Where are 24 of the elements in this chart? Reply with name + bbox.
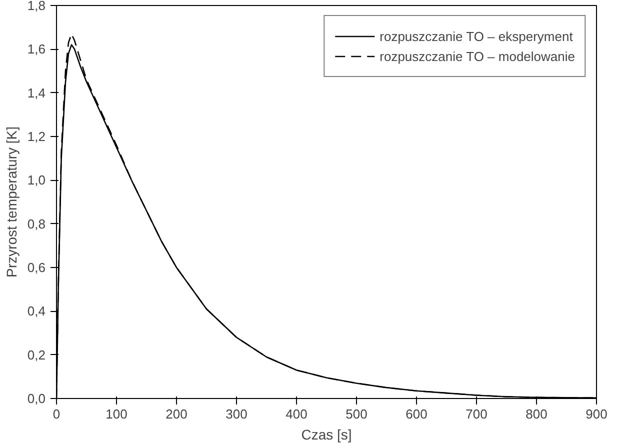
x-tick-label: 200 bbox=[166, 406, 188, 422]
y-axis-title: Przyrost temperatury [K] bbox=[3, 126, 20, 278]
y-tick-label: 1,6 bbox=[27, 42, 46, 57]
y-tick-label: 0,4 bbox=[27, 304, 46, 319]
legend-label: rozpuszczanie TO – modelowanie bbox=[380, 48, 575, 64]
x-tick-label: 500 bbox=[346, 406, 368, 422]
x-axis-title: Czas [s] bbox=[301, 426, 352, 442]
x-tick-label: 100 bbox=[106, 406, 128, 422]
y-tick-label: 0,0 bbox=[27, 391, 46, 406]
x-tick-label: 900 bbox=[586, 406, 608, 422]
x-tick-label: 400 bbox=[286, 406, 308, 422]
y-tick-label: 0,6 bbox=[27, 260, 46, 275]
x-tick-label: 300 bbox=[226, 406, 248, 422]
x-tick-label: 800 bbox=[526, 406, 548, 422]
x-tick-label: 0 bbox=[52, 406, 60, 422]
y-tick-label: 1,4 bbox=[27, 85, 46, 100]
x-tick-label: 600 bbox=[406, 406, 428, 422]
y-tick-label: 1,0 bbox=[27, 172, 46, 188]
y-tick-label: 1,2 bbox=[27, 129, 46, 144]
y-tick-label: 0,8 bbox=[27, 216, 46, 232]
x-tick-label: 700 bbox=[466, 406, 488, 422]
y-tick-label: 1,8 bbox=[27, 0, 46, 13]
y-tick-label: 0,2 bbox=[27, 347, 46, 362]
legend-label: rozpuszczanie TO – eksperyment bbox=[380, 28, 573, 44]
